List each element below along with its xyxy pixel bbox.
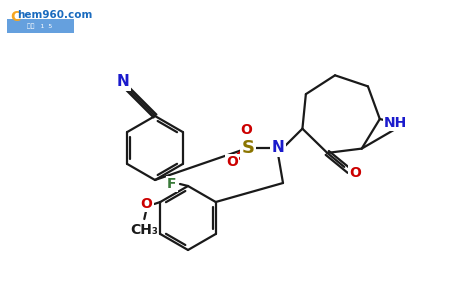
Text: O: O xyxy=(226,155,238,169)
Text: N: N xyxy=(117,74,129,89)
Text: S: S xyxy=(241,139,255,157)
Text: O: O xyxy=(349,166,361,180)
FancyBboxPatch shape xyxy=(7,19,74,33)
Text: F: F xyxy=(167,177,177,191)
Text: CH₃: CH₃ xyxy=(130,223,158,237)
Text: O: O xyxy=(240,123,252,137)
Text: hem960.com: hem960.com xyxy=(17,10,92,20)
Text: O: O xyxy=(140,197,152,211)
Text: C: C xyxy=(10,10,20,24)
Text: NH: NH xyxy=(384,116,408,130)
Text: N: N xyxy=(272,141,284,156)
Text: 化工   1  5: 化工 1 5 xyxy=(27,23,53,29)
